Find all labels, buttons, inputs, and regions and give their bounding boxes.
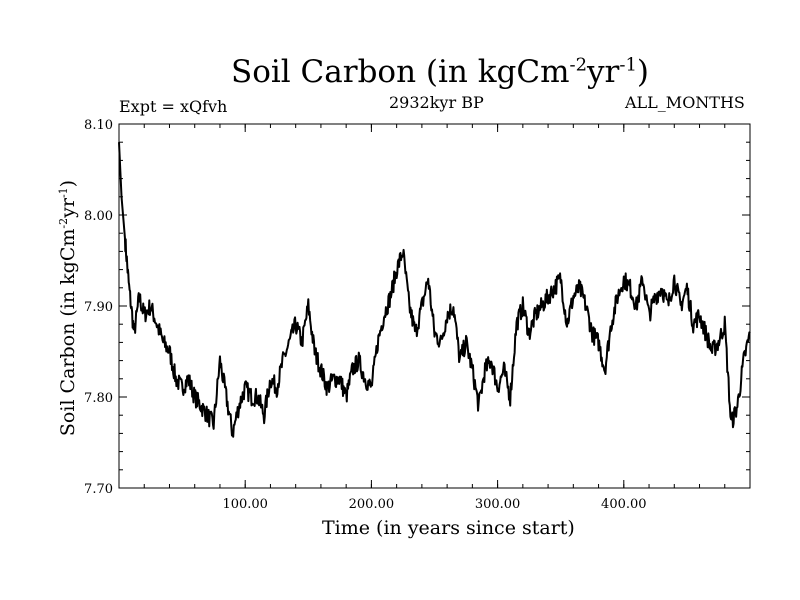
y-tick-label: 7.80 (84, 391, 113, 406)
x-axis-label: Time (in years since start) (322, 517, 575, 539)
y-tick-label: 7.90 (84, 300, 113, 315)
chart-title: Soil Carbon (in kgCm-2yr-1) (230, 54, 650, 90)
y-tick-label: 8.10 (84, 118, 113, 133)
series-line-soil-carbon (118, 142, 751, 438)
experiment-label: Expt = xQfvh (119, 97, 228, 116)
x-tick-label: 400.00 (601, 497, 647, 512)
y-tick-label: 7.70 (84, 482, 113, 497)
x-tick-label: 200.00 (349, 497, 395, 512)
plot-frame (118, 123, 751, 489)
period-label: 2932kyr BP (389, 93, 484, 112)
y-tick-label: 8.00 (84, 209, 113, 224)
x-tick-label: 300.00 (475, 497, 521, 512)
series-layer (118, 142, 751, 438)
x-tick-label: 100.00 (222, 497, 268, 512)
ticks-layer: 7.70 7.80 7.90 8.00 8.10 100.00 200.00 300.00 40… (84, 118, 750, 512)
months-label: ALL_MONTHS (625, 93, 745, 112)
